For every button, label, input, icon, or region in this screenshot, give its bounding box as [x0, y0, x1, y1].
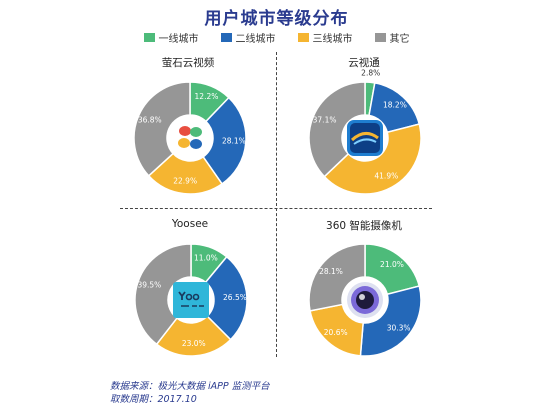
- legend-label-tier2: 二线城市: [235, 34, 276, 45]
- donut-chart-yoosee: 11.0% 26.5% 23.0% 39.5%: [134, 243, 248, 357]
- slice-label-other: 37.1%: [313, 116, 337, 125]
- slice-label-tier3: 22.9%: [173, 177, 197, 186]
- camera-lens-icon: [347, 282, 383, 318]
- panel-title-ezviz: 萤石云视频: [161, 57, 215, 69]
- legend-swatch-other: [374, 33, 386, 42]
- data-source-note: 数据来源：极光大数据 iAPP 监测平台: [110, 381, 270, 392]
- donut-slice-tier2: [202, 96, 247, 185]
- donut-chart-ezviz: 12.2% 28.1% 22.9% 36.8%: [133, 81, 247, 195]
- legend: 一线城市 二线城市 三线城市 其它: [0, 30, 553, 45]
- legend-item-other: 其它: [374, 30, 410, 45]
- donut-slice-tier2: [204, 255, 248, 341]
- slice-label-other: 28.1%: [319, 267, 343, 276]
- slice-label-tier3: 23.0%: [182, 339, 206, 348]
- data-period-note: 取数周期：2017.10: [110, 394, 197, 405]
- panel-title-360: 360 智能摄像机: [326, 220, 402, 232]
- legend-swatch-tier3: [297, 33, 309, 42]
- yoosee-logo-icon: [173, 282, 209, 318]
- legend-item-tier1: 一线城市: [143, 30, 199, 45]
- donut-slice-tier3: [323, 123, 422, 195]
- legend-swatch-tier2: [220, 33, 232, 42]
- slice-label-tier1: 2.8%: [361, 68, 380, 77]
- slice-label-tier2: 18.2%: [383, 101, 407, 110]
- donut-slice-other: [308, 243, 366, 312]
- panel-title-yoosee: Yoosee: [171, 218, 209, 230]
- slice-label-other: 39.5%: [137, 281, 161, 290]
- donut-chart-cloudsee: 2.8% 18.2% 41.9% 37.1%: [308, 68, 422, 195]
- legend-label-tier1: 一线城市: [158, 34, 199, 45]
- horizontal-divider: [120, 208, 432, 209]
- donut-slice-other: [133, 81, 191, 177]
- donut-chart-360: 21.0% 30.3% 20.6% 28.1%: [308, 243, 422, 357]
- legend-label-tier3: 三线城市: [312, 34, 353, 45]
- vertical-divider: [276, 52, 277, 357]
- legend-swatch-tier1: [143, 33, 155, 42]
- legend-item-tier3: 三线城市: [297, 30, 353, 45]
- slice-label-tier2: 26.5%: [223, 293, 247, 302]
- panel-title-cloudsee: 云视通: [348, 57, 380, 69]
- chart-title: 用户城市等级分布: [204, 9, 349, 29]
- slice-label-tier3: 20.6%: [324, 328, 348, 337]
- ezviz-logo-icon: [172, 120, 208, 156]
- slice-label-tier2: 28.1%: [222, 136, 246, 145]
- donut-slice-other: [134, 243, 192, 346]
- legend-item-tier2: 二线城市: [220, 30, 276, 45]
- donut-slice-other: [308, 81, 366, 178]
- slice-label-tier2: 30.3%: [387, 323, 411, 332]
- slice-label-other: 36.8%: [138, 115, 162, 124]
- slice-label-tier3: 41.9%: [374, 171, 398, 180]
- legend-label-other: 其它: [389, 34, 410, 45]
- donut-slice-tier2: [359, 285, 422, 357]
- slice-label-tier1: 21.0%: [380, 260, 404, 269]
- slice-label-tier1: 11.0%: [194, 254, 218, 263]
- cloudsee-logo-icon: [347, 120, 383, 156]
- slice-label-tier1: 12.2%: [195, 92, 219, 101]
